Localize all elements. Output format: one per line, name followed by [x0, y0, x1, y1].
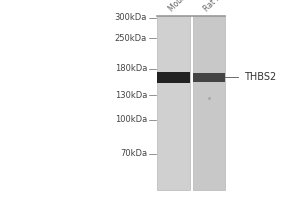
- Text: THBS2: THBS2: [244, 72, 276, 82]
- Text: 180kDa: 180kDa: [115, 64, 147, 73]
- Text: 300kDa: 300kDa: [115, 13, 147, 22]
- Text: 130kDa: 130kDa: [115, 91, 147, 100]
- Bar: [157, 16, 190, 190]
- Bar: [193, 73, 225, 82]
- Text: 100kDa: 100kDa: [115, 115, 147, 124]
- Text: Rat heart: Rat heart: [202, 0, 234, 14]
- Bar: [193, 16, 225, 190]
- Text: Mouse heart: Mouse heart: [167, 0, 207, 14]
- Text: 250kDa: 250kDa: [115, 34, 147, 43]
- Text: 70kDa: 70kDa: [120, 149, 147, 158]
- Bar: [157, 72, 190, 83]
